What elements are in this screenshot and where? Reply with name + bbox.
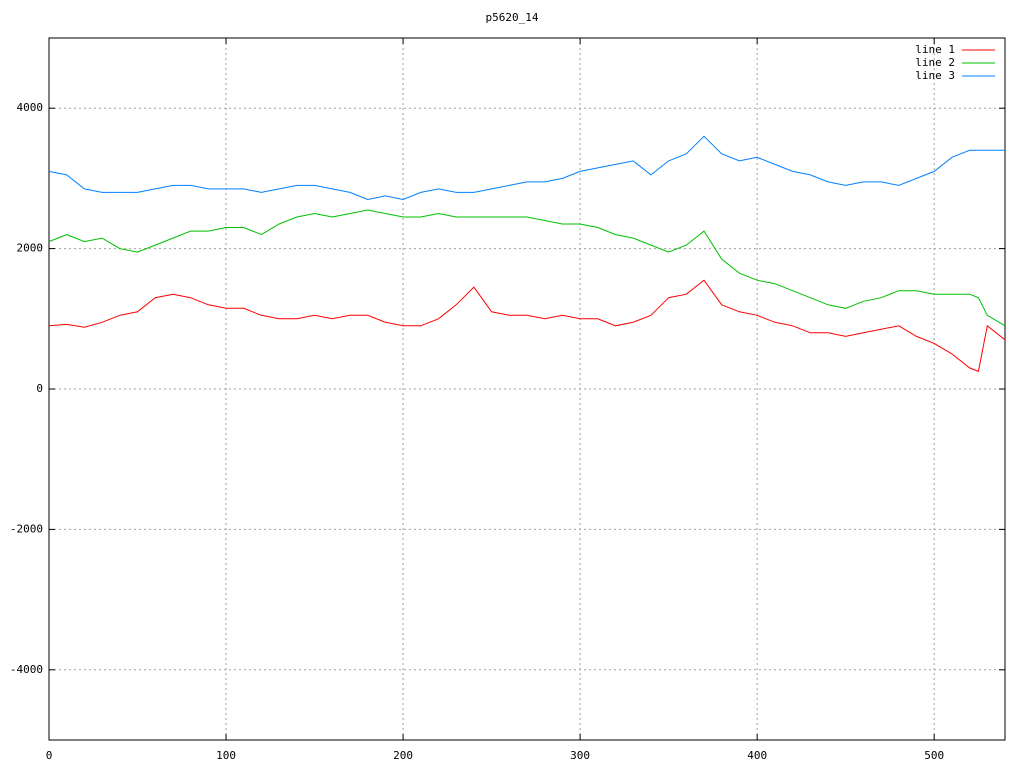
y-tick-label: -2000	[10, 522, 43, 535]
x-tick-label: 100	[216, 749, 236, 762]
y-tick-label: 2000	[17, 242, 44, 255]
x-tick-label: 0	[46, 749, 53, 762]
data-line	[48, 209, 1006, 327]
data-line	[48, 279, 1006, 373]
x-tick-label: 500	[924, 749, 944, 762]
legend-label: line 1	[915, 43, 955, 56]
legend-label: line 3	[915, 69, 955, 82]
plot-frame	[48, 37, 1006, 741]
chart-title: p5620_14	[486, 11, 539, 24]
y-tick-label: 0	[36, 382, 43, 395]
data-line	[48, 135, 1005, 201]
y-tick-label: 4000	[17, 101, 44, 114]
x-tick-label: 300	[570, 749, 590, 762]
x-tick-label: 200	[393, 749, 413, 762]
y-tick-label: -4000	[10, 663, 43, 676]
x-tick-label: 400	[747, 749, 767, 762]
legend-label: line 2	[915, 56, 955, 69]
